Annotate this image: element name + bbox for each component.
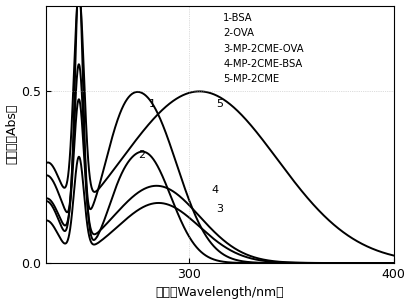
Text: 1-BSA
2-OVA
3-MP-2CME-OVA
4-MP-2CME-BSA
5-MP-2CME: 1-BSA 2-OVA 3-MP-2CME-OVA 4-MP-2CME-BSA … xyxy=(223,13,304,84)
Text: 5: 5 xyxy=(216,99,223,109)
Text: 1: 1 xyxy=(148,99,155,109)
Text: 3: 3 xyxy=(216,204,223,214)
Text: 4: 4 xyxy=(212,185,219,195)
Text: 2: 2 xyxy=(138,150,145,160)
Y-axis label: 吸光值（Abs）: 吸光值（Abs） xyxy=(6,104,18,164)
X-axis label: 波长（Wavelength/nm）: 波长（Wavelength/nm） xyxy=(155,286,284,300)
